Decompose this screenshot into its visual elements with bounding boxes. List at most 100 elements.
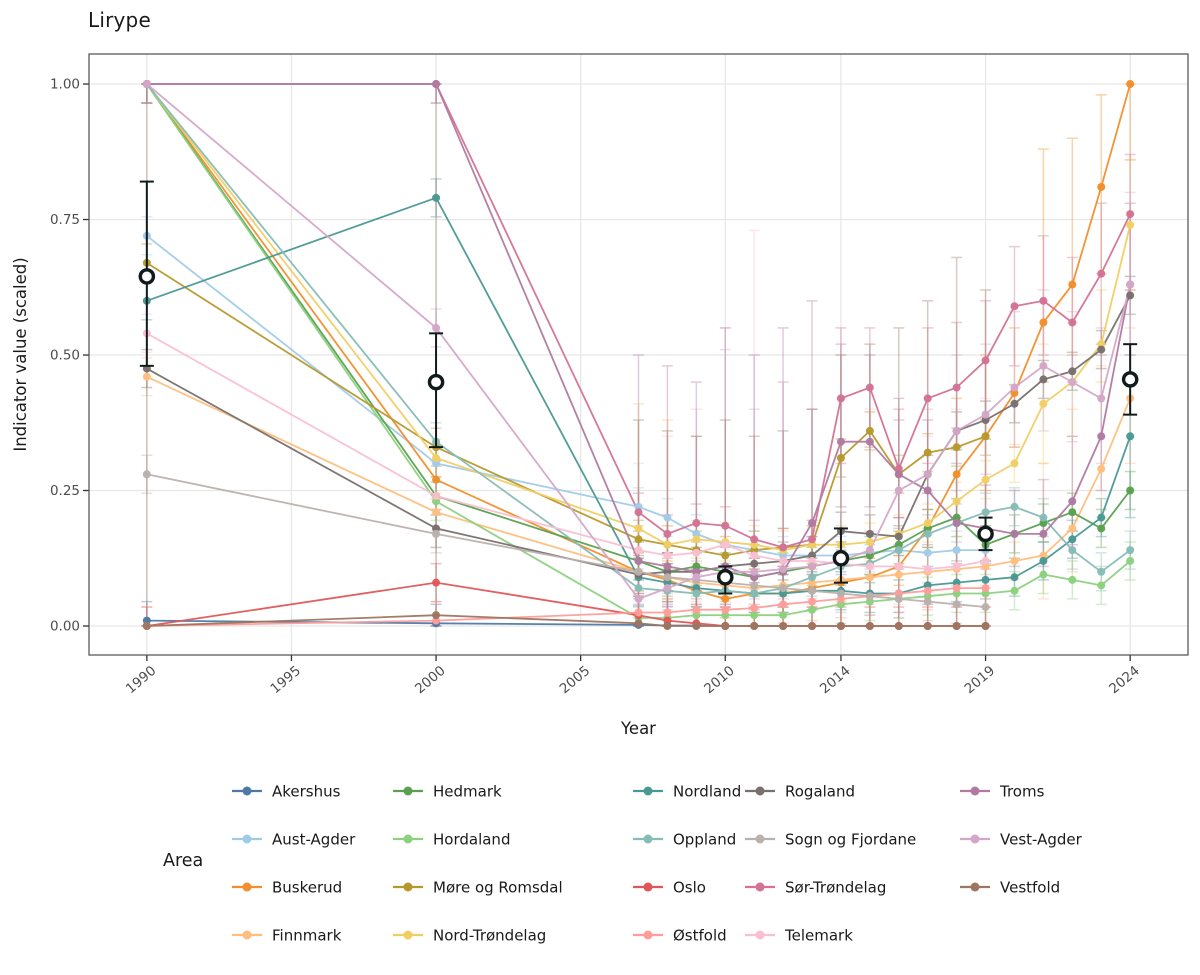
legend-item-Finnmark: Finnmark [232, 927, 342, 945]
legend-item-Telemark: Telemark [745, 927, 853, 945]
x-axis-title: Year [620, 719, 656, 738]
legend-item-Oslo: Oslo [633, 879, 706, 897]
legend-item-label: Aust-Agder [272, 831, 356, 849]
series-line-Troms [146, 83, 1132, 579]
series-line-Nordland [146, 196, 1132, 595]
legend-key-point [403, 834, 413, 844]
legend-item-label: Møre og Romsdal [433, 879, 563, 897]
legend-title: Area [163, 851, 203, 871]
legend-item-Hordaland: Hordaland [393, 831, 510, 849]
legend-item-Østfold: Østfold [633, 927, 727, 945]
y-tick-label: 0.50 [50, 348, 80, 364]
legend-key-point [755, 882, 765, 892]
mean-point-2010 [716, 568, 734, 586]
series-line-Nord-Trøndelag [146, 83, 1132, 552]
legend-item-label: Sør-Trøndelag [785, 879, 886, 897]
x-axis: 1990 1995 2000 2005 2010 2014 2019 2024 [123, 655, 1143, 697]
legend-item-label: Nordland [673, 783, 741, 801]
legend-key-point [643, 882, 653, 892]
x-tick-label: 2019 [962, 663, 999, 697]
y-tick-label: 0.25 [50, 483, 80, 499]
legend-item-label: Telemark [784, 927, 853, 945]
legend-item-label: Hordaland [433, 831, 510, 849]
legend-key-point [403, 930, 413, 940]
mean-point-2024 [1121, 371, 1139, 388]
legend-key-point [643, 930, 653, 940]
x-tick-label: 2024 [1106, 663, 1143, 697]
axis-titles: Year Indicator value (scaled) [11, 257, 656, 738]
legend-key-point [643, 834, 653, 844]
legend-key-point [403, 786, 413, 796]
chart-title: Lirype [88, 8, 151, 32]
x-tick-label: 1990 [123, 663, 160, 697]
x-tick-label: 2005 [557, 663, 594, 697]
panel-border [88, 53, 1189, 656]
legend-key-point [755, 786, 765, 796]
x-tick-label: 2014 [817, 663, 854, 697]
legend-item-Sør-Trøndelag: Sør-Trøndelag [745, 879, 886, 897]
mean-point-2014 [832, 549, 850, 567]
y-axis-title: Indicator value (scaled) [11, 257, 30, 451]
legend-key-point [403, 882, 413, 892]
legend-item-Møre og Romsdal: Møre og Romsdal [393, 879, 563, 897]
legend-item-Vest-Agder: Vest-Agder [960, 831, 1083, 849]
legend-key-point [970, 834, 980, 844]
chart-legend: Area Akershus Aust-Agder Buskerud Finnmark He… [163, 783, 1083, 945]
mean-points [138, 180, 1139, 595]
legend-item-Sogn og Fjordane: Sogn og Fjordane [745, 831, 916, 849]
series-points [142, 80, 1135, 631]
legend-item-label: Østfold [673, 927, 727, 945]
legend-key-point [242, 882, 252, 892]
legend-item-label: Nord-Trøndelag [433, 927, 546, 945]
legend-item-label: Rogaland [785, 783, 855, 801]
legend-item-label: Troms [999, 783, 1045, 801]
legend-key-point [755, 834, 765, 844]
legend-item-label: Oslo [673, 879, 706, 897]
legend-item-label: Vest-Agder [1000, 831, 1083, 849]
legend-item-Hedmark: Hedmark [393, 783, 502, 801]
series-line-Rogaland [146, 294, 1131, 576]
legend-key-point [970, 882, 980, 892]
x-tick-label: 2000 [412, 663, 449, 697]
legend-item-Rogaland: Rogaland [745, 783, 855, 801]
series-line-Sør-Trøndelag [146, 83, 1132, 549]
legend-item-Oppland: Oppland [633, 831, 736, 849]
legend-item-Vestfold: Vestfold [960, 879, 1060, 897]
legend-key-point [643, 786, 653, 796]
series-lines [146, 83, 1132, 627]
series-line-Vest-Agder [146, 83, 1132, 600]
mean-point-2000 [427, 373, 445, 391]
legend-item-Akershus: Akershus [232, 783, 341, 801]
legend-key-point [242, 786, 252, 796]
legend-item-label: Hedmark [433, 783, 502, 801]
x-tick-label: 2010 [701, 663, 738, 697]
legend-item-Nord-Trøndelag: Nord-Trøndelag [393, 927, 546, 945]
legend-item-label: Vestfold [1000, 879, 1060, 897]
legend-item-label: Sogn og Fjordane [785, 831, 916, 849]
legend-item-Troms: Troms [960, 783, 1045, 801]
legend-item-Buskerud: Buskerud [232, 879, 342, 897]
y-tick-label: 0.00 [50, 619, 80, 635]
mean-point-1990 [138, 268, 156, 285]
legend-item-Aust-Agder: Aust-Agder [232, 831, 356, 849]
legend-item-label: Finnmark [272, 927, 342, 945]
legend-item-Nordland: Nordland [633, 783, 741, 801]
legend-item-label: Buskerud [272, 879, 342, 897]
series-line-Hordaland [146, 83, 1131, 619]
x-tick-label: 1995 [267, 663, 304, 697]
legend-item-label: Oppland [673, 831, 736, 849]
legend-key-point [242, 930, 252, 940]
series-points-Vestfold [142, 611, 990, 631]
mean-point-2019 [977, 525, 994, 543]
series-line-Buskerud [146, 83, 1132, 600]
y-tick-label: 1.00 [50, 77, 80, 93]
legend-key-point [970, 786, 980, 796]
legend-key-point [755, 930, 765, 940]
series-points-Sogn og Fjordane [142, 470, 990, 612]
y-axis: 0.00 0.25 0.50 0.75 1.00 [50, 77, 89, 635]
legend-item-label: Akershus [272, 783, 341, 801]
y-tick-label: 0.75 [50, 212, 80, 228]
legend-key-point [242, 834, 252, 844]
